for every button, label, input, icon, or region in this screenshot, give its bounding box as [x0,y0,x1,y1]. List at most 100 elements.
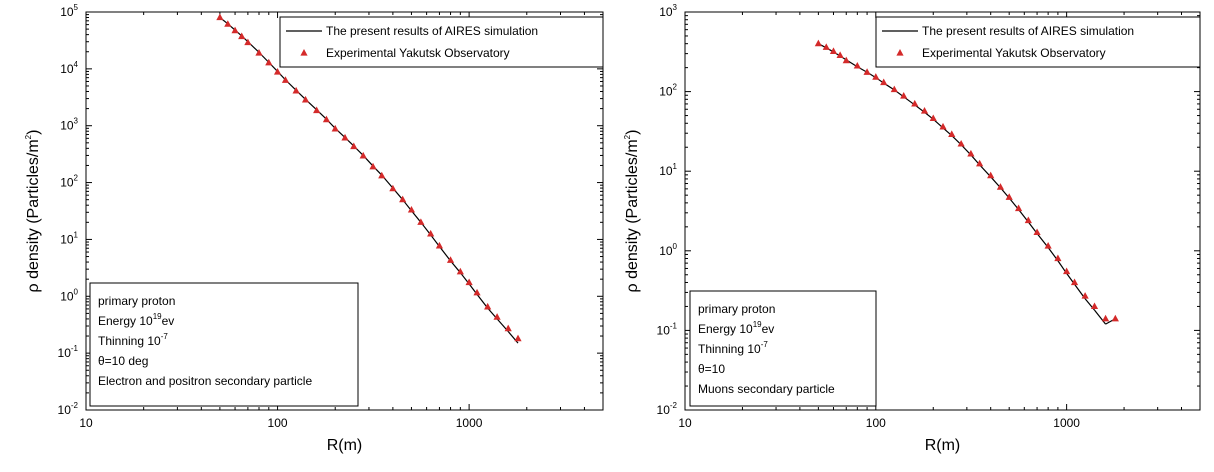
y-tick-base: 10 [60,176,74,190]
series-yakutsk [216,13,522,342]
yakutsk-point [473,288,481,296]
yakutsk-point [465,278,473,286]
y-tick-label: 10-1 [58,344,79,360]
yakutsk-point [265,58,273,66]
info-line: Energy 1019ev [698,320,774,336]
y-tick-exp: 4 [74,60,79,69]
y-tick-base: 10 [60,5,74,19]
info-line-text: θ=10 deg [98,354,148,368]
y-tick-exp: -1 [670,321,678,330]
info-line: Thinning 10-7 [98,332,168,348]
info-line-sup: 19 [753,320,762,329]
yakutsk-point [900,92,908,99]
y-axis-title-end: ) [25,130,42,135]
yakutsk-point [341,133,349,141]
yakutsk-point [880,78,888,86]
yakutsk-point [1033,228,1041,236]
info-line-text: primary proton [98,294,175,308]
yakutsk-point [514,334,522,342]
yakutsk-point [939,122,947,130]
yakutsk-point [967,149,975,157]
yakutsk-point [920,107,929,114]
yakutsk-point [976,159,984,167]
yakutsk-point [911,99,919,107]
x-tick-label: 10 [678,416,692,430]
info-line-text: Thinning 10 [698,342,761,356]
legend-marker-swatch [300,49,308,56]
yakutsk-point [350,142,358,150]
y-tick-exp: 2 [74,174,79,183]
y-axis-title-main: ρ density (Particles/m [25,139,42,292]
yakutsk-point [948,130,956,137]
y-tick-base: 10 [659,244,673,258]
yakutsk-point [238,32,246,40]
legend-marker-swatch [896,49,904,56]
y-tick-label: 10-1 [657,321,678,337]
yakutsk-point [957,139,965,147]
info-line: Muons secondary particle [698,382,835,396]
yakutsk-point [814,39,822,47]
yakutsk-point [1063,267,1071,275]
yakutsk-point [446,256,455,263]
yakutsk-point [484,302,492,310]
y-tick-exp: -1 [71,344,79,353]
yakutsk-point [1070,278,1079,286]
y-axis-title-end: ) [624,130,641,135]
info-line: primary proton [698,302,775,316]
yakutsk-point [493,313,501,320]
simulation-line-segment [979,164,992,178]
legend-box [875,16,1201,68]
yakutsk-point [1024,216,1032,224]
yakutsk-point [842,56,850,64]
legend-label-simulation: The present results of AIRES simulation [922,24,1134,38]
x-ticks [85,12,604,410]
y-tick-label: 10-2 [58,401,79,417]
yakutsk-point [1054,254,1062,262]
y-tick-exp: 5 [74,3,79,12]
yakutsk-point [389,184,397,192]
y-tick-label: 100 [659,242,677,258]
legend: The present results of AIRES simulation E… [875,16,1201,68]
info-line-sup: -7 [761,340,769,349]
info-line-sup: 19 [153,312,162,321]
series-yakutsk [814,39,1119,322]
x-axis-title: R(m) [925,437,961,454]
y-tick-exp: -2 [670,401,678,410]
info-line: Thinning 10-7 [698,340,768,356]
y-tick-base: 10 [58,346,72,360]
yakutsk-point [863,68,871,75]
y-tick-base: 10 [58,403,72,417]
simulation-line-segment [990,176,1001,189]
legend-label-simulation: The present results of AIRES simulation [326,24,538,38]
y-tick-base: 10 [659,5,673,19]
simulation-line-segment [438,246,452,262]
yakutsk-point [378,171,386,179]
info-line-text: Energy 10 [98,314,153,328]
y-tick-exp: 3 [74,117,79,126]
yakutsk-point [987,171,995,179]
y-tick-base: 10 [657,403,671,417]
y-axis-title: ρ density (Particles/m2) [24,130,42,293]
y-tick-label: 104 [60,60,78,76]
yakutsk-point [224,20,232,27]
yakutsk-point [890,85,898,93]
y-tick-base: 10 [60,289,74,303]
info-line-after: ev [762,322,775,336]
simulation-line-segment [1036,233,1049,248]
yakutsk-point [996,183,1005,190]
info-line-sup: -7 [161,332,169,341]
y-axis-title-main: ρ density (Particles/m [624,139,641,292]
yakutsk-point [281,76,290,83]
yakutsk-point [301,95,310,103]
yakutsk-point [836,51,844,58]
y-tick-exp: 1 [74,230,79,239]
legend-label-yakutsk: Experimental Yakutsk Observatory [922,46,1106,60]
yakutsk-point [255,49,263,56]
info-line-text: Thinning 10 [98,334,161,348]
yakutsk-point [456,267,464,275]
y-tick-exp: 3 [673,3,678,12]
yakutsk-point [504,324,512,332]
yakutsk-point [273,68,282,75]
yakutsk-point [1081,292,1089,299]
